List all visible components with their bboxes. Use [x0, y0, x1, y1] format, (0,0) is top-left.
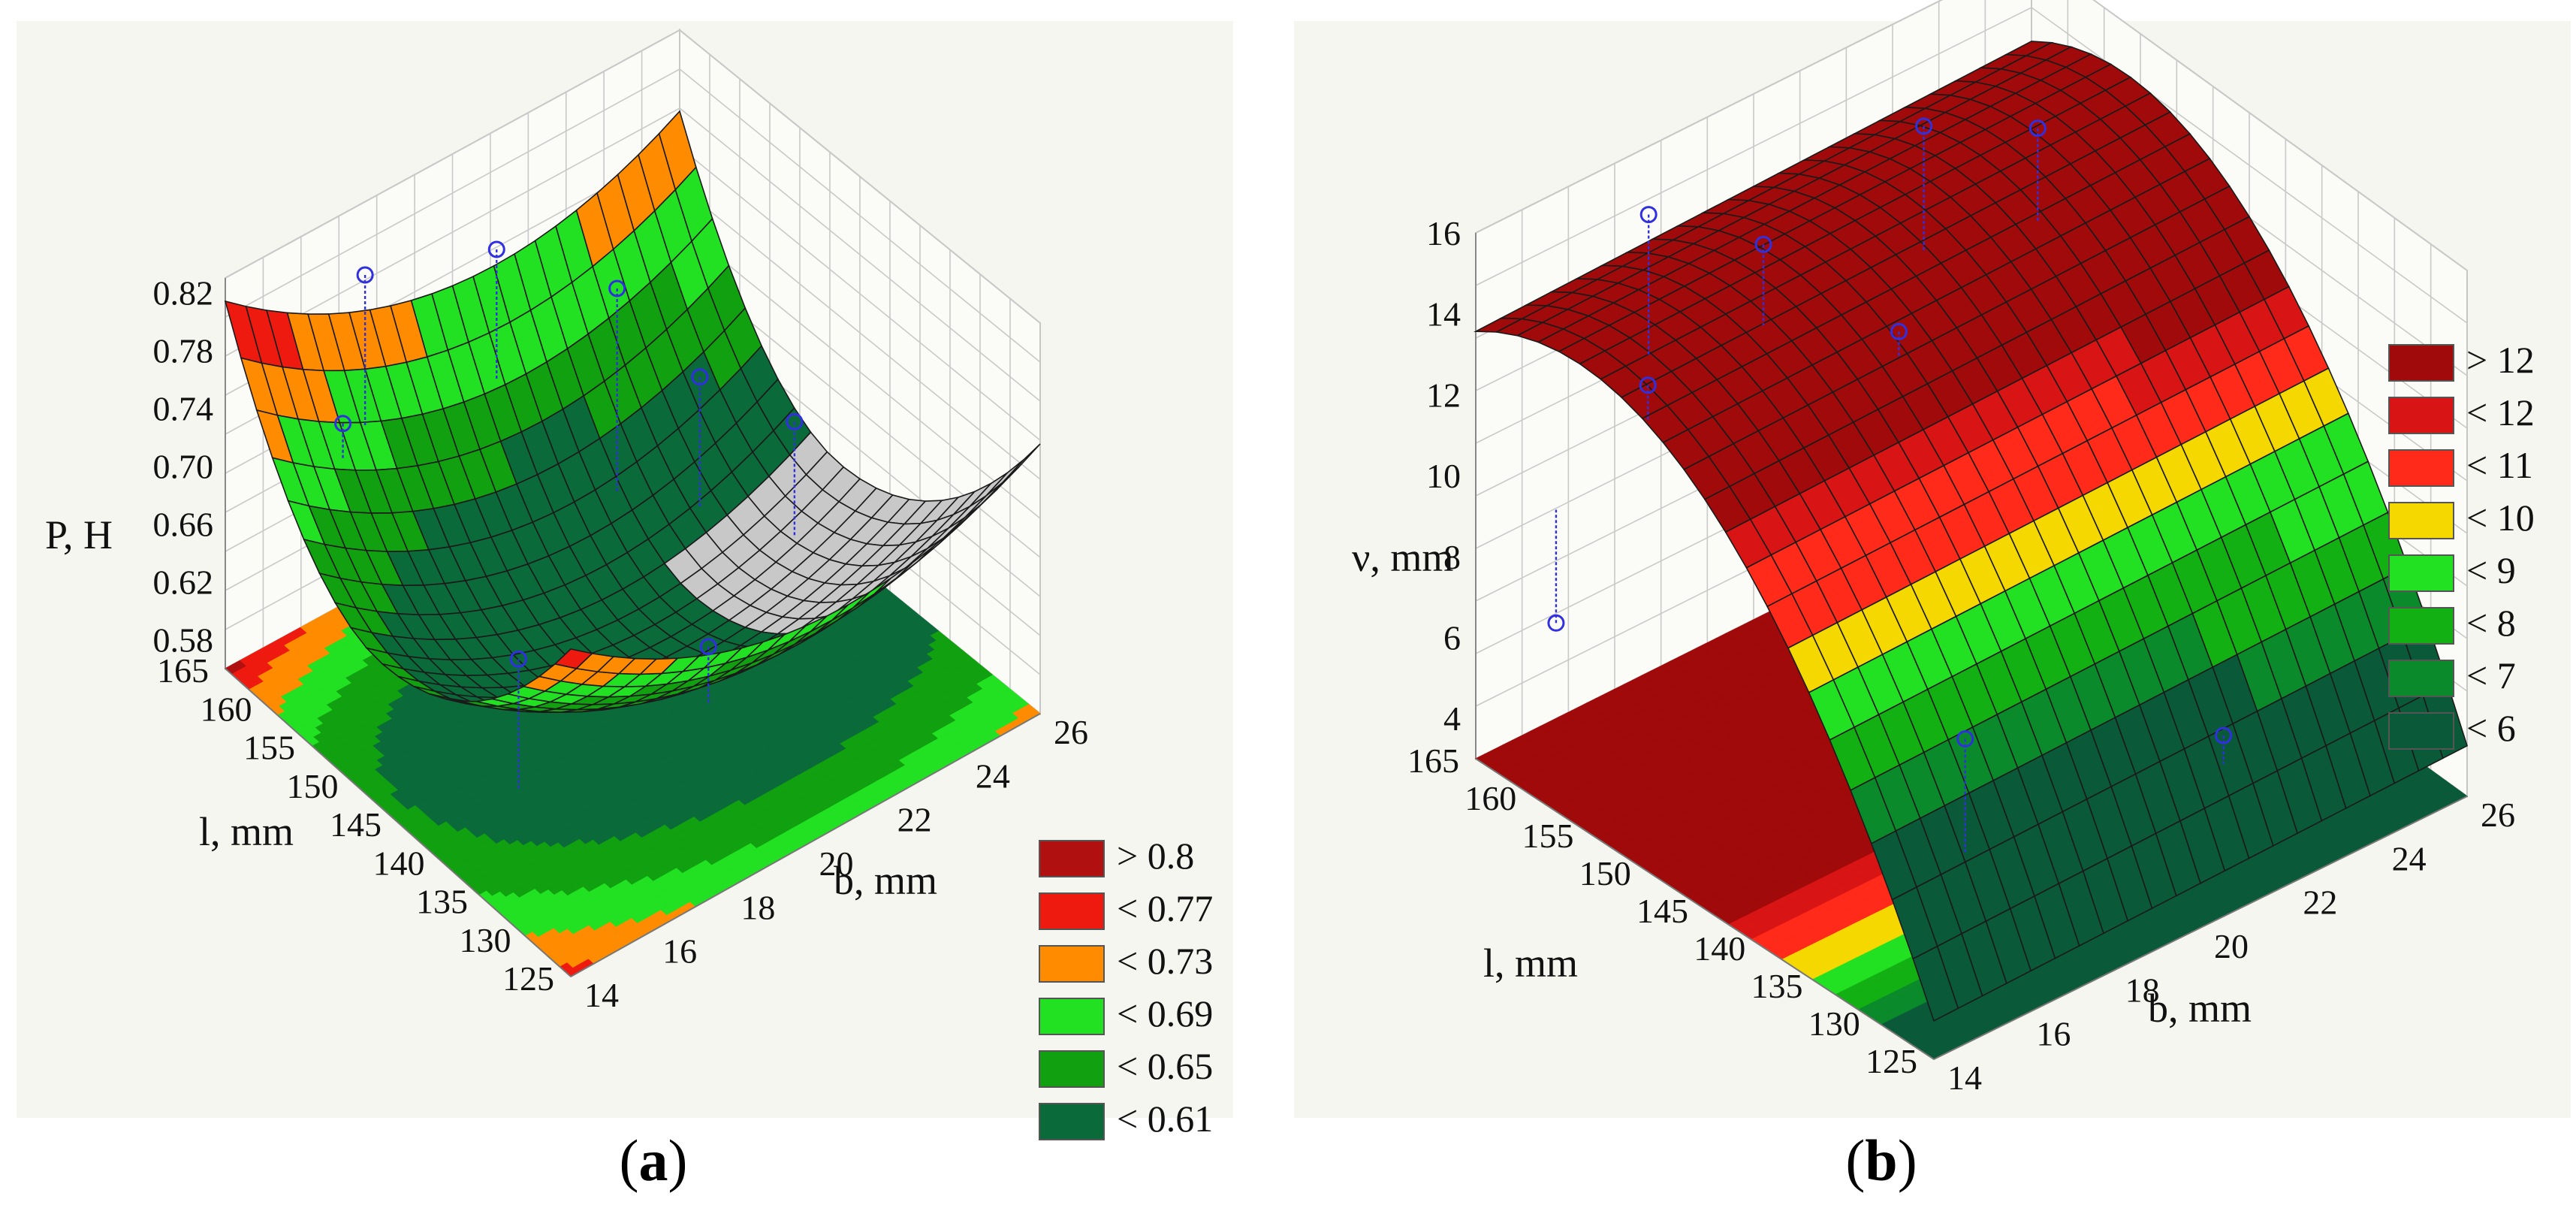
z-tick-label: 0.66: [153, 505, 214, 543]
y-tick-label: 145: [330, 805, 382, 844]
surface-chart-b: 1614121086414161820222426125130135140145…: [1352, 0, 2515, 1097]
legend-label: < 0.69: [1117, 992, 1214, 1034]
x-tick-label: 18: [741, 888, 775, 926]
caption-a: (a): [619, 1128, 688, 1193]
y-tick-label: 150: [287, 767, 339, 805]
legend-label: < 0.65: [1117, 1045, 1214, 1087]
legend-label: < 0.77: [1117, 887, 1214, 929]
legend-a: > 0.8 < 0.77 < 0.73 < 0.69 < 0.65 < 0.61: [1039, 832, 1241, 1140]
chart-panel-a: 0.82 0.78 0.74 0.70 0.66 0.62 0.58 14 16 18 20 22 24…: [17, 21, 1241, 1193]
x-tick-label: 26: [1054, 713, 1088, 751]
z-tick-label: 0.78: [153, 331, 214, 370]
surface-chart-a: 0.820.780.740.700.660.620.58141618202224…: [45, 28, 1088, 1014]
z-tick-label: 0.82: [153, 273, 214, 312]
y-axis-title: l, mm: [199, 809, 294, 854]
x-tick-label: 24: [976, 757, 1010, 795]
x-tick-label: 16: [662, 932, 697, 971]
z-tick-label: 0.74: [153, 389, 214, 427]
z-axis-title: P, H: [45, 512, 113, 557]
legend-swatch: [1039, 1103, 1105, 1140]
chart-panel-b: 16 14 12 10 8 6 4 14 16 18 20 22 24 26 125 130 135 140 145…: [1288, 0, 2576, 1205]
wall-gridline: [225, 29, 1041, 324]
x-tick-label: 14: [584, 976, 619, 1014]
y-tick-label: 155: [243, 729, 295, 767]
legend-swatch: [1039, 1050, 1105, 1088]
y-tick-label: 160: [201, 690, 252, 728]
y-tick-label: 130: [460, 921, 511, 959]
z-tick-label: 0.62: [153, 563, 214, 601]
legend-swatch: [1039, 892, 1105, 930]
y-tick-label: 135: [416, 883, 468, 921]
y-tick-label: 125: [502, 959, 554, 998]
legend-swatch: [1039, 998, 1105, 1035]
legend-label: < 0.73: [1117, 940, 1214, 982]
legend-swatch: [1039, 945, 1105, 983]
legend-label: < 0.61: [1117, 1098, 1214, 1140]
y-tick-label: 140: [373, 844, 425, 882]
legend-label: > 0.8: [1117, 835, 1195, 877]
z-tick-label: 0.70: [153, 447, 214, 485]
legend-swatch: [1039, 840, 1105, 877]
x-axis-title: b, mm: [834, 858, 937, 903]
x-tick-label: 22: [897, 801, 932, 839]
wall-gridline: [225, 107, 1041, 402]
y-tick-label: 165: [157, 651, 209, 690]
wall-gridline: [225, 68, 1041, 363]
